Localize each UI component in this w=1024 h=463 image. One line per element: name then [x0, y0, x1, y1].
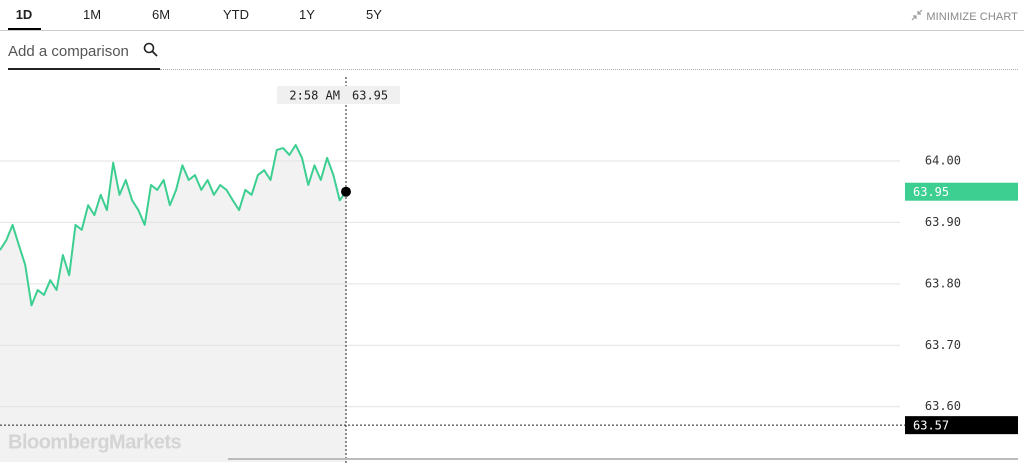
search-icon: [143, 42, 158, 57]
range-tab[interactable]: 5Y: [366, 7, 382, 22]
search-placeholder: Add a comparison: [8, 43, 129, 60]
last-point: [341, 186, 351, 197]
active-tab-indicator: [8, 28, 41, 31]
divider: [0, 30, 1024, 31]
crosshair-tooltip: [277, 86, 400, 104]
minimize-icon: [911, 9, 923, 21]
y-tick-label: 64.00: [925, 154, 961, 168]
range-tab[interactable]: 6M: [151, 7, 171, 22]
y-tick-label: 63.60: [925, 399, 961, 413]
range-tab[interactable]: YTD: [223, 7, 249, 22]
minimize-label: MINIMIZE CHART: [926, 11, 1018, 23]
range-tab[interactable]: 1M: [82, 7, 102, 22]
search-underline: [8, 68, 160, 70]
crosshair-time: 2:58 AM: [289, 89, 340, 103]
y-tick-label: 63.70: [925, 338, 961, 352]
range-tab[interactable]: 1D: [15, 7, 33, 22]
minimize-button[interactable]: MINIMIZE CHART: [911, 9, 1018, 23]
price-line: [0, 144, 347, 307]
range-tab[interactable]: 1Y: [299, 7, 315, 22]
y-tick-label: 63.80: [925, 276, 961, 290]
last-value-tag: [905, 182, 1018, 201]
area: [0, 145, 346, 462]
last-value-label: 63.95: [913, 185, 949, 199]
watermark: BloombergMarkets: [8, 431, 182, 453]
y-tick-label: 63.90: [925, 215, 961, 229]
comparison-search[interactable]: Add a comparison: [8, 42, 159, 60]
crosshair-value: 63.95: [352, 89, 388, 103]
reference-tag: [905, 416, 1018, 435]
reference-tag-label: 63.57: [913, 419, 949, 433]
divider: [160, 69, 1018, 70]
